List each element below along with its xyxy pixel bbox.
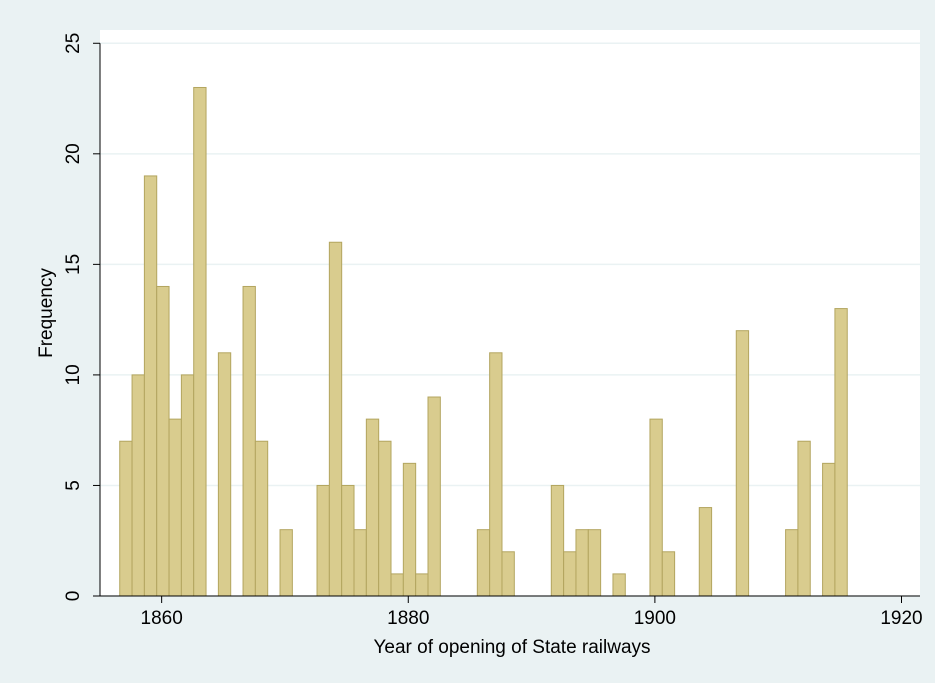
bar	[834, 308, 848, 597]
bar	[119, 440, 133, 597]
bar	[279, 529, 293, 597]
bar	[612, 573, 626, 597]
y-tick-label: 0	[63, 591, 84, 602]
bar	[735, 330, 750, 597]
y-tick-label: 20	[63, 143, 84, 164]
x-axis-label: Year of opening of State railways	[373, 637, 650, 658]
bar	[797, 440, 811, 597]
bar	[489, 352, 503, 597]
bar	[328, 241, 343, 597]
x-tick-label: 1860	[141, 608, 183, 629]
plot-area	[100, 30, 920, 596]
bar	[661, 551, 676, 597]
bar	[378, 440, 392, 597]
bar	[563, 551, 577, 597]
bar	[575, 529, 589, 597]
bar	[698, 507, 713, 597]
x-tick-label: 1880	[387, 608, 429, 629]
bar	[390, 573, 404, 597]
bar	[168, 418, 182, 597]
y-tick-label: 10	[63, 364, 84, 385]
bar	[550, 484, 565, 597]
y-tick-label: 5	[63, 480, 84, 491]
bar	[785, 529, 799, 597]
bar	[501, 551, 515, 597]
bar	[316, 484, 330, 597]
bar	[587, 529, 602, 597]
bar	[254, 440, 269, 597]
bar	[217, 352, 232, 597]
bar	[402, 462, 417, 597]
x-tick-label: 1900	[634, 608, 676, 629]
bar	[822, 462, 836, 597]
bar	[156, 285, 170, 597]
bar	[476, 529, 491, 597]
bar	[427, 396, 441, 597]
y-tick-label: 25	[63, 33, 84, 54]
bar	[242, 285, 256, 597]
bar	[180, 374, 195, 597]
bar	[353, 529, 367, 597]
bar	[341, 484, 355, 597]
bar	[365, 418, 380, 597]
bar	[415, 573, 429, 597]
bar	[649, 418, 663, 597]
x-tick-label: 1920	[880, 608, 922, 629]
bar	[131, 374, 145, 597]
bar	[193, 86, 207, 597]
y-tick-label: 15	[63, 254, 84, 275]
bar	[143, 175, 158, 597]
y-axis-label: Frequency	[36, 268, 57, 358]
